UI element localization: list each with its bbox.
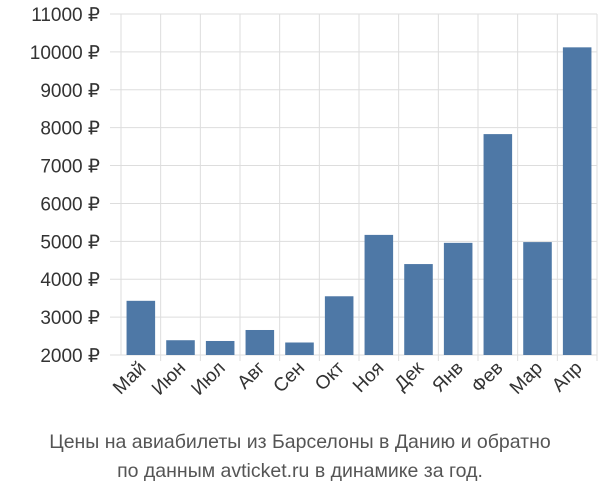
caption-line-1: Цены на авиабилеты из Барселоны в Данию … — [49, 431, 551, 453]
x-tick-label: Фев — [468, 358, 508, 398]
bar — [166, 340, 195, 355]
y-tick-label: 10000 ₽ — [30, 43, 100, 64]
x-tick-label: Мар — [506, 358, 547, 399]
x-tick-label: Дек — [391, 357, 429, 395]
chart-caption: Цены на авиабилеты из Барселоны в Данию … — [0, 428, 600, 486]
bar — [404, 264, 433, 355]
bar — [562, 47, 592, 355]
y-axis-ticks: 2000 ₽ 3000 ₽ 4000 ₽ 5000 ₽ 6000 ₽ 7000 ₽ 8000… — [30, 5, 100, 367]
x-tick-label: Май — [109, 358, 150, 399]
bar — [483, 134, 513, 355]
y-tick-label: 4000 ₽ — [40, 270, 100, 291]
y-tick-label: 7000 ₽ — [40, 157, 100, 178]
x-tick-label: Янв — [429, 358, 468, 397]
bar — [126, 300, 156, 355]
bar — [245, 329, 275, 355]
bar — [364, 234, 394, 355]
bars — [126, 47, 592, 355]
y-tick-label: 3000 ₽ — [40, 308, 100, 329]
x-tick-label: Авг — [234, 358, 270, 394]
grid-lines — [110, 13, 598, 361]
bar-chart: 2000 ₽ 3000 ₽ 4000 ₽ 5000 ₽ 6000 ₽ 7000 ₽ 8000… — [30, 5, 598, 400]
x-tick-label: Июн — [148, 358, 190, 400]
y-tick-label: 5000 ₽ — [40, 232, 100, 253]
y-tick-label: 11000 ₽ — [31, 5, 100, 26]
bar — [443, 242, 473, 355]
x-tick-label: Сен — [270, 358, 309, 397]
y-tick-label: 2000 ₽ — [40, 346, 100, 367]
bar — [324, 296, 354, 355]
x-tick-label: Окт — [311, 357, 349, 395]
bar — [205, 340, 235, 355]
bar — [285, 342, 314, 355]
x-tick-label: Июл — [188, 358, 230, 400]
y-tick-label: 6000 ₽ — [40, 194, 100, 215]
y-tick-label: 8000 ₽ — [40, 119, 100, 140]
caption-line-2: по данным avticket.ru в динамике за год. — [117, 460, 483, 482]
x-tick-label: Апр — [548, 358, 587, 397]
bar — [523, 242, 552, 355]
x-tick-label: Ноя — [349, 358, 388, 397]
y-tick-label: 9000 ₽ — [40, 81, 100, 102]
